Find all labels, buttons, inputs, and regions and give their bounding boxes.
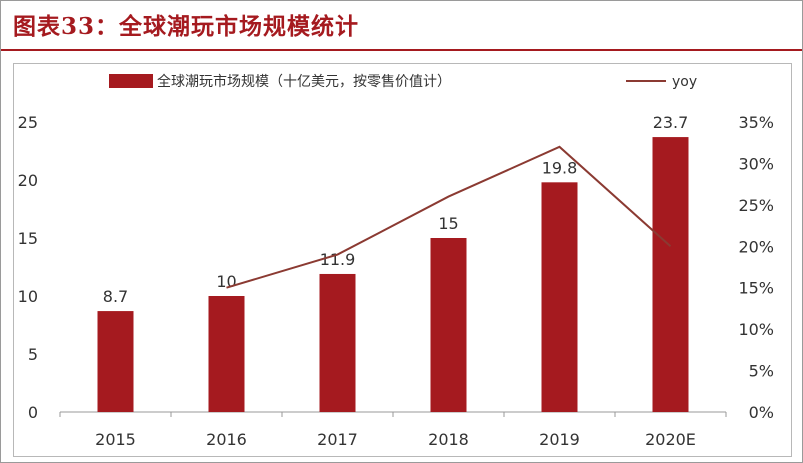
legend-label-line: yoy [672,74,697,90]
right-tick-label: 35% [738,113,774,132]
x-tick-label: 2017 [317,430,358,449]
left-tick-label: 25 [18,113,38,132]
bar-data-label: 10 [216,272,236,291]
market-size-chart: 全球潮玩市场规模（十亿美元，按零售价值计） yoy 0 5 10 15 20 25 0% 5%… [18,73,774,449]
right-tick-label: 25% [738,196,774,215]
bar-series: 8.7 10 11.9 15 19.8 23.7 [97,113,689,412]
right-y-axis: 0% 5% 10% 15% 20% 25% 30% 35% [738,113,774,422]
right-tick-label: 10% [738,320,774,339]
x-tick-label: 2016 [206,430,247,449]
x-tick-label: 2018 [428,430,469,449]
left-tick-label: 20 [18,171,38,190]
bar [430,238,467,412]
right-tick-label: 15% [738,279,774,298]
x-tick-label: 2020E [645,430,696,449]
bar [652,137,689,412]
left-y-axis: 0 5 10 15 20 25 [18,113,38,422]
legend-label-bar: 全球潮玩市场规模（十亿美元，按零售价值计） [157,73,451,90]
bar-data-label: 8.7 [103,287,128,306]
line-series [226,145,672,289]
right-tick-label: 20% [738,237,774,256]
left-tick-label: 15 [18,229,38,248]
figure-title: 图表33：全球潮玩市场规模统计 [13,13,360,40]
bar [319,273,356,412]
figure-header: 图表33：全球潮玩市场规模统计 [1,1,802,57]
bar-data-label: 11.9 [320,250,356,269]
bar-data-label: 19.8 [542,158,578,177]
left-tick-label: 5 [28,345,38,364]
bar-data-label: 15 [438,214,458,233]
right-tick-label: 5% [749,362,774,381]
x-tick-label: 2015 [95,430,136,449]
legend-swatch-bar [109,74,153,88]
right-tick-label: 30% [738,154,774,173]
bar [97,311,134,412]
bar [208,296,245,412]
chart-container: 全球潮玩市场规模（十亿美元，按零售价值计） yoy 0 5 10 15 20 25 0% 5%… [13,63,792,457]
bar [541,182,578,412]
bar-data-label: 23.7 [653,113,689,132]
chart-legend: 全球潮玩市场规模（十亿美元，按零售价值计） yoy [109,73,697,90]
left-tick-label: 10 [18,287,38,306]
left-tick-label: 0 [28,403,38,422]
x-axis: 2015 2016 2017 2018 2019 2020E [59,411,727,449]
yoy-line [226,145,672,289]
x-tick-label: 2019 [539,430,580,449]
right-tick-label: 0% [749,403,774,422]
title-divider [1,49,802,51]
